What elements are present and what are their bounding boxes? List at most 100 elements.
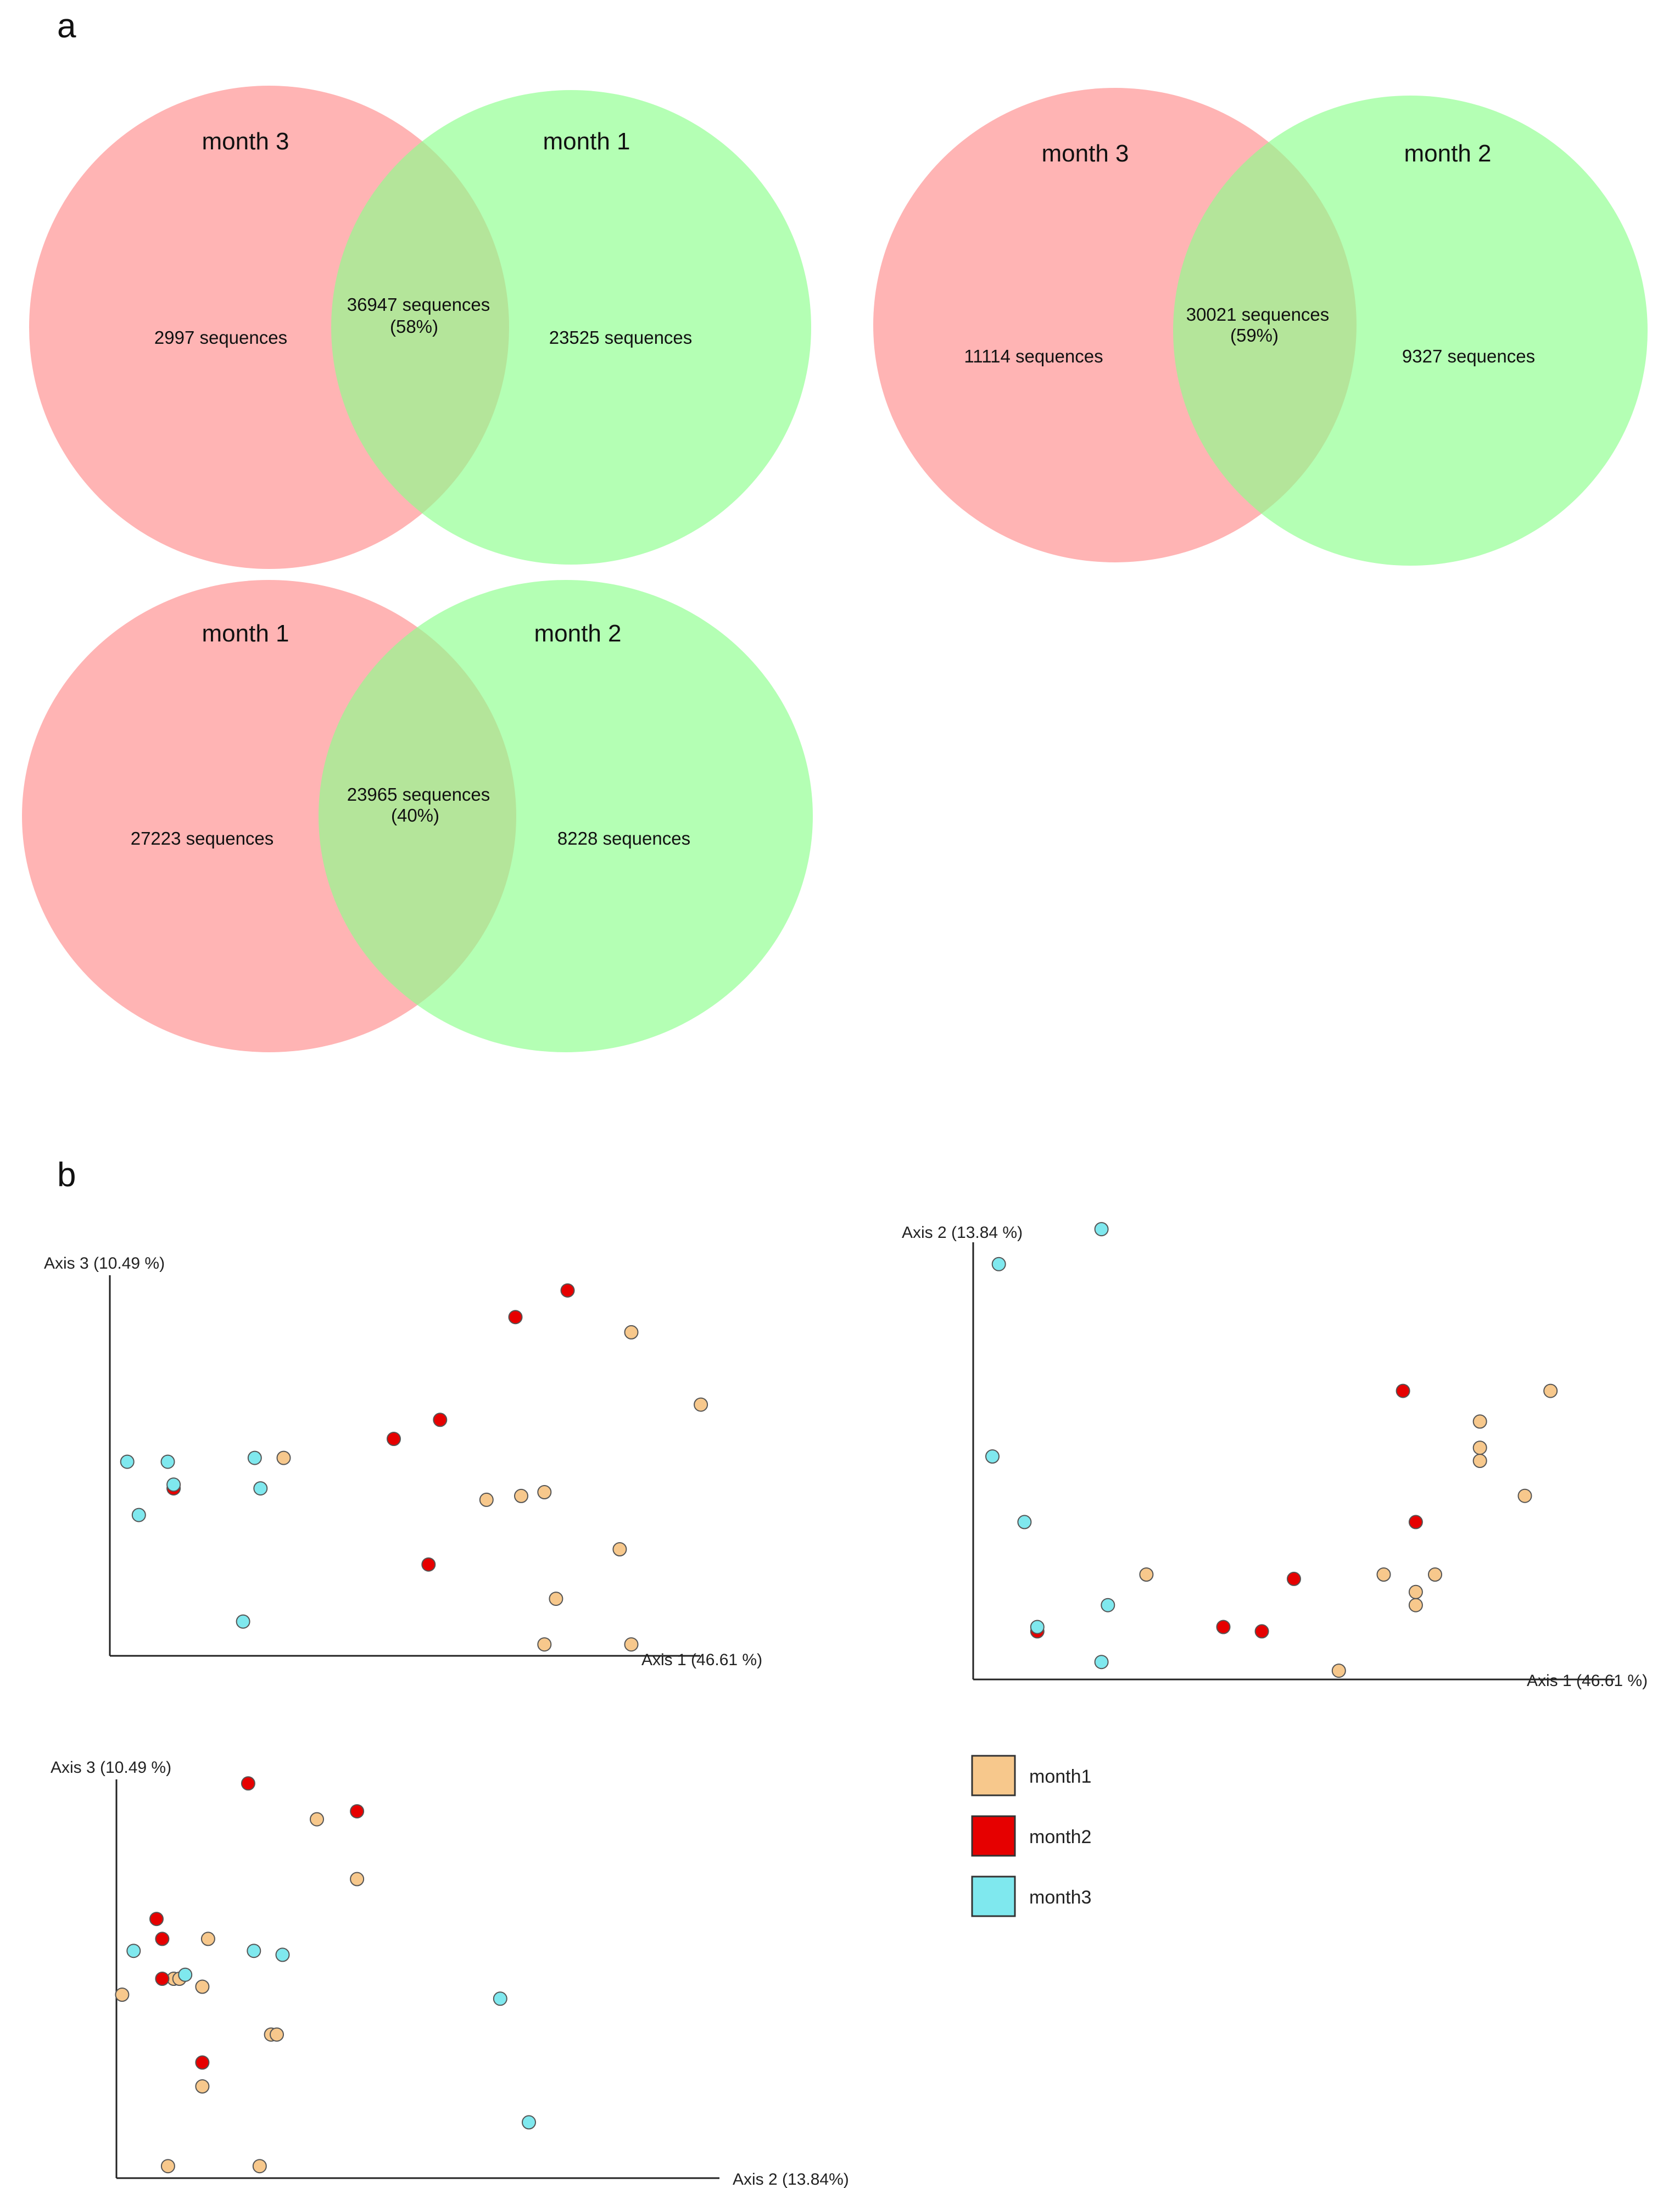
scatter-point-month1 (479, 1492, 494, 1507)
venn-set-right-label: month 2 (1404, 140, 1492, 167)
venn-left-count: 2997 sequences (154, 327, 287, 348)
scatter-point-month1 (537, 1637, 552, 1652)
venn-set-left-label: month 3 (1042, 140, 1129, 167)
venn-month3-month2: month 3 month 2 11114 sequences 30021 se… (873, 88, 1648, 566)
venn-intersection-percent: (58%) (390, 316, 438, 337)
venn-set-right-label: month 1 (543, 128, 630, 155)
scatter-point-month2 (155, 1932, 170, 1946)
scatter-point-month3 (253, 1481, 268, 1496)
scatter-point-month2 (508, 1310, 523, 1325)
venn-intersection-count: 23965 sequences (347, 784, 490, 805)
legend-swatch-month1 (971, 1755, 1016, 1796)
venn-set-left-label: month 3 (202, 128, 289, 155)
scatter-points (115, 1776, 536, 2174)
venn-left-count: 27223 sequences (131, 828, 274, 849)
scatter-point-month1 (514, 1488, 528, 1503)
scatter-point-month1 (1517, 1488, 1532, 1503)
scatter-axis1-axis2: Axis 2 (13.84 %) Axis 1 (46.61 %) (902, 1222, 1648, 1690)
scatter-point-month1 (612, 1542, 627, 1556)
scatter-point-month1 (115, 1988, 130, 2002)
y-axis-label: Axis 2 (13.84 %) (902, 1224, 1023, 1242)
scatter-point-month1 (549, 1592, 563, 1606)
scatter-point-month1 (1472, 1454, 1487, 1468)
scatter-point-month1 (270, 2027, 284, 2042)
x-axis-label: Axis 1 (46.61 %) (641, 1651, 762, 1669)
scatter-point-month2 (560, 1283, 575, 1298)
scatter-point-month3 (1030, 1620, 1045, 1634)
scatter-point-month3 (178, 1967, 193, 1982)
scatter-point-month2 (433, 1413, 448, 1427)
scatter-point-month1 (160, 2159, 175, 2174)
scatter-point-month1 (1428, 1567, 1442, 1582)
scatter-point-month2 (1396, 1383, 1410, 1398)
scatter-point-month3 (1094, 1222, 1109, 1237)
scatter-point-month1 (195, 1979, 210, 1994)
venn-set-right (331, 90, 811, 565)
scatter-point-month2 (421, 1557, 436, 1572)
scatter-axis2-axis3: Axis 3 (10.49 %) Axis 2 (13.84%) (51, 1759, 849, 2188)
scatter-point-month3 (126, 1944, 141, 1958)
scatter-point-month1 (537, 1485, 552, 1499)
venn-set-left-label: month 1 (202, 620, 289, 647)
scatter-point-month1 (195, 2079, 210, 2094)
scatter-point-month2 (149, 1912, 164, 1927)
scatter-point-month1 (350, 1872, 365, 1886)
y-axis-label: Axis 3 (10.49 %) (44, 1254, 165, 1272)
scatter-point-month2 (155, 1972, 170, 1986)
venn-month3-month1: month 3 month 1 2997 sequences 36947 seq… (29, 86, 811, 569)
panel-label-a: a (57, 7, 76, 45)
scatter-point-month3 (1094, 1655, 1109, 1670)
venn-right-count: 23525 sequences (549, 327, 693, 348)
venn-set-right-label: month 2 (534, 620, 622, 647)
scatter-point-month1 (1408, 1598, 1423, 1612)
scatter-point-month1 (1472, 1414, 1487, 1429)
scatter-point-month3 (131, 1508, 146, 1522)
scatter-point-month2 (1287, 1571, 1301, 1586)
scatter-point-month2 (1254, 1624, 1269, 1639)
venn-set-right (1173, 96, 1648, 566)
scatter-points (120, 1283, 708, 1652)
venn-right-count: 9327 sequences (1402, 346, 1535, 366)
scatter-point-month2 (350, 1804, 365, 1819)
scatter-point-month3 (1101, 1598, 1115, 1612)
scatter-point-month3 (493, 1991, 507, 2006)
scatter-point-month3 (120, 1454, 135, 1469)
scatter-point-month1 (1139, 1567, 1154, 1582)
venn-intersection-count: 30021 sequences (1186, 304, 1330, 325)
scatter-point-month1 (1543, 1383, 1558, 1398)
x-axis-label: Axis 1 (46.61 %) (1527, 1672, 1648, 1690)
venn-month1-month2: month 1 month 2 27223 sequences 23965 se… (22, 580, 813, 1052)
scatter-point-month1 (1472, 1441, 1487, 1455)
scatter-point-month3 (1017, 1515, 1032, 1530)
legend-swatch-month3 (971, 1876, 1016, 1917)
panel-label-b: b (57, 1156, 76, 1194)
venn-set-right (319, 580, 813, 1052)
venn-intersection-count: 36947 sequences (347, 294, 490, 315)
scatter-point-month1 (624, 1637, 639, 1652)
venn-right-count: 8228 sequences (557, 828, 690, 849)
scatter-point-month2 (1408, 1515, 1423, 1530)
venn-intersection-percent: (40%) (391, 805, 439, 825)
scatter-point-month1 (624, 1325, 639, 1339)
scatter-point-month2 (241, 1776, 255, 1791)
scatter-point-month1 (200, 1932, 215, 1946)
legend-label-month2: month2 (1029, 1827, 1091, 1847)
scatter-point-month3 (166, 1477, 181, 1492)
scatter-point-month3 (236, 1614, 250, 1629)
scatter-point-month3 (247, 1944, 261, 1958)
scatter-point-month1 (1376, 1567, 1391, 1582)
scatter-point-month1 (276, 1450, 291, 1465)
legend-label-month1: month1 (1029, 1766, 1091, 1787)
scatter-point-month1 (310, 1812, 324, 1827)
scatter-axis1-axis3: Axis 3 (10.49 %) Axis 1 (46.61 %) (44, 1254, 762, 1669)
legend-label-month3: month3 (1029, 1887, 1091, 1908)
scatter-point-month3 (985, 1449, 1000, 1464)
venn-left-count: 11114 sequences (964, 346, 1103, 366)
legend-swatch-month2 (971, 1815, 1016, 1857)
scatter-point-month1 (1408, 1584, 1423, 1599)
scatter-point-month2 (195, 2055, 210, 2070)
scatter-point-month1 (252, 2159, 267, 2174)
scatter-point-month3 (522, 2115, 536, 2130)
legend: month1 month2 month3 (971, 1755, 1091, 1917)
